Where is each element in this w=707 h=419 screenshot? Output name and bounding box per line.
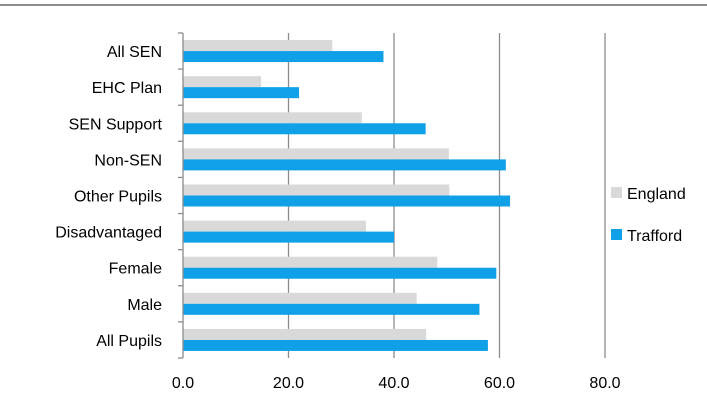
bars (183, 40, 511, 351)
x-tick-label: 0.0 (172, 375, 194, 392)
bar-trafford (183, 195, 511, 207)
bar-trafford (183, 159, 506, 171)
bar-england (183, 76, 262, 88)
category-label: SEN Support (69, 116, 163, 133)
bar-england (183, 256, 438, 268)
bar-trafford (183, 267, 497, 279)
x-tick-label: 40.0 (378, 375, 409, 392)
category-labels: All SEN EHC Plan SEN Support Non-SEN Other P… (55, 44, 162, 350)
category-label: Non-SEN (94, 152, 162, 169)
legend-swatch-trafford (611, 229, 622, 240)
x-tick-label: 60.0 (484, 375, 515, 392)
bar-trafford (183, 123, 426, 135)
category-label: EHC Plan (92, 80, 162, 97)
x-tick-label: 80.0 (589, 375, 620, 392)
legend: England Trafford (611, 186, 686, 245)
bar-england (183, 148, 449, 160)
category-label: All Pupils (96, 333, 162, 350)
category-label: Female (109, 261, 162, 278)
bar-trafford (183, 231, 394, 243)
bar-england (183, 328, 427, 340)
bar-england (183, 220, 367, 232)
category-label: All SEN (107, 44, 162, 61)
top-divider (0, 4, 707, 6)
bar-england (183, 112, 362, 124)
x-tick-label: 20.0 (273, 375, 304, 392)
bar-trafford (183, 339, 488, 351)
category-label: Disadvantaged (55, 225, 162, 242)
bar-trafford (183, 51, 384, 63)
category-label: Other Pupils (74, 189, 162, 206)
tick-labels: 0.0 20.0 40.0 60.0 80.0 (172, 375, 621, 392)
legend-swatch-england (611, 187, 622, 198)
legend-label-england: England (627, 186, 686, 203)
bar-england (183, 40, 333, 52)
bar-trafford (183, 303, 480, 315)
bar-trafford (183, 87, 300, 99)
axes (178, 32, 184, 359)
legend-label-trafford: Trafford (627, 228, 682, 245)
category-label: Male (127, 297, 162, 314)
bar-england (183, 292, 417, 304)
bar-england (183, 184, 450, 196)
